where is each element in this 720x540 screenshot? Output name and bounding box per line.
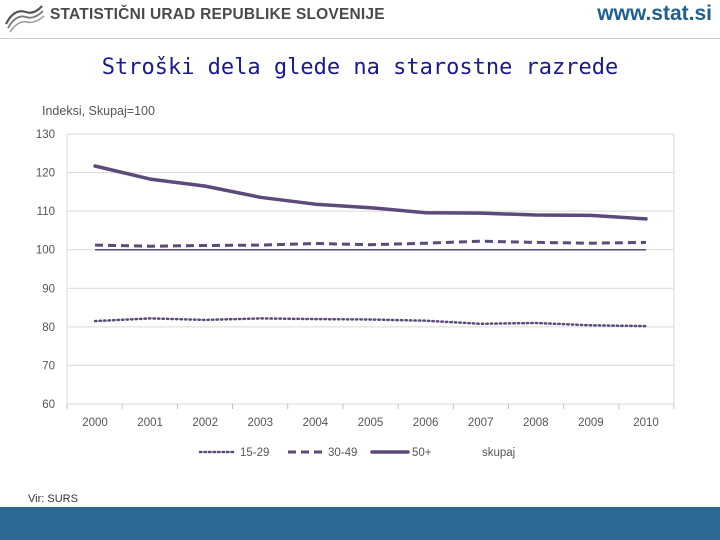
footer-bar: [0, 507, 720, 540]
y-tick-120: 120: [36, 168, 55, 180]
series-lines: [93, 164, 648, 328]
series-line-15-29: [93, 317, 648, 328]
x-tick-2000: 2000: [82, 417, 108, 429]
x-tick-2007: 2007: [468, 417, 494, 429]
x-tick-2006: 2006: [413, 417, 439, 429]
chart-title: Stroški dela glede na starostne razrede: [101, 55, 619, 80]
y-tick-70: 70: [42, 360, 55, 372]
x-tick-labels: 2000 2001 2002 2003 2004 2005 2006 2007 2008 2009…: [82, 417, 659, 429]
y-tick-100: 100: [36, 245, 55, 257]
source-note: Vir: SURS: [28, 493, 78, 505]
x-tick-2002: 2002: [192, 417, 218, 429]
series-line-50+: [93, 164, 648, 221]
y-tick-labels: 60 70 80 90 100 110 120 130: [36, 129, 55, 411]
legend-label-skupaj: skupaj: [482, 447, 515, 459]
surs-logo-icon: [5, 5, 45, 33]
series-line-30-49: [94, 239, 647, 248]
y-tick-130: 130: [36, 129, 55, 141]
legend-label-15-29: 15-29: [240, 447, 269, 459]
legend-label-50+: 50+: [412, 447, 432, 459]
grid-lines: [66, 133, 675, 409]
x-tick-2001: 2001: [137, 417, 163, 429]
legend: 15-29 30-49 50+ skupaj: [198, 447, 515, 459]
x-tick-2005: 2005: [358, 417, 384, 429]
header-divider: [0, 38, 720, 39]
x-tick-2008: 2008: [523, 417, 549, 429]
x-tick-2004: 2004: [303, 417, 329, 429]
y-axis-label: Indeksi, Skupaj=100: [42, 104, 155, 118]
y-tick-60: 60: [42, 399, 55, 411]
header: STATISTIČNI URAD REPUBLIKE SLOVENIJE www…: [0, 0, 720, 36]
legend-label-30-49: 30-49: [328, 447, 357, 459]
org-name: STATISTIČNI URAD REPUBLIKE SLOVENIJE: [50, 6, 385, 23]
x-tick-2010: 2010: [633, 417, 659, 429]
x-tick-2003: 2003: [248, 417, 274, 429]
x-tick-2009: 2009: [578, 417, 604, 429]
y-tick-90: 90: [42, 283, 55, 295]
y-tick-110: 110: [37, 206, 55, 218]
y-tick-80: 80: [42, 322, 55, 334]
website-link[interactable]: www.stat.si: [597, 2, 712, 25]
